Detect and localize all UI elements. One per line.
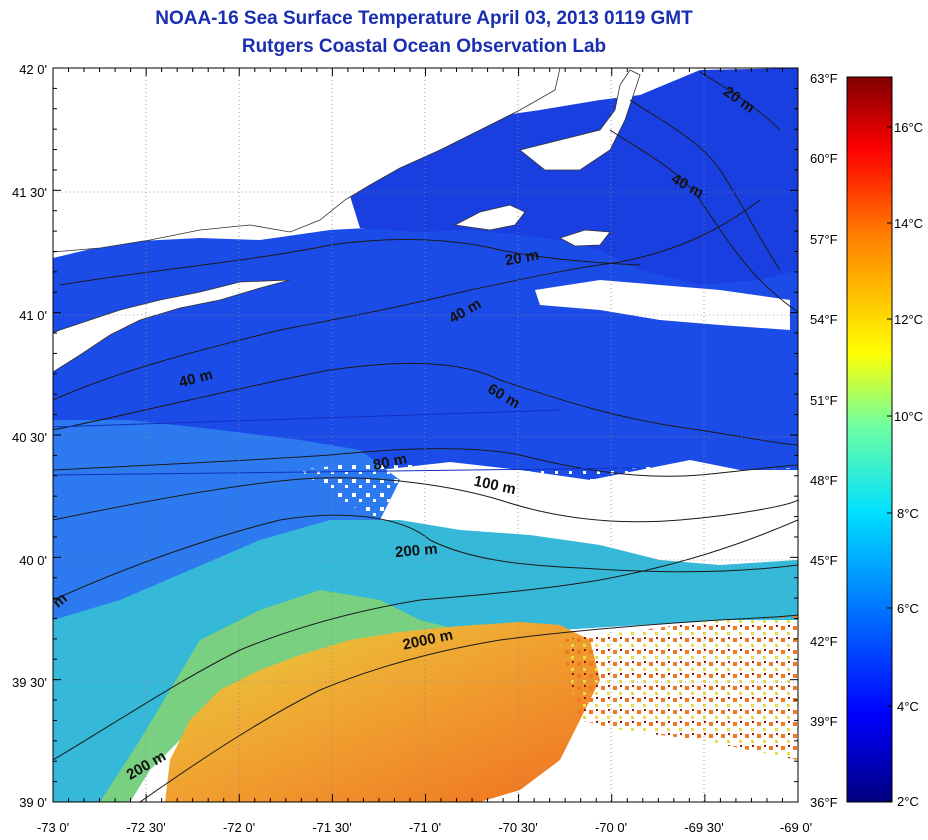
fahrenheit-label: 45°F <box>810 553 838 568</box>
lon-tick-label: -70 0' <box>595 820 627 835</box>
fahrenheit-scale: 36°F 39°F 42°F 45°F 48°F 51°F 54°F 57°F … <box>810 71 838 810</box>
celsius-label: 2°C <box>897 794 919 809</box>
longitude-axis: -73 0' -72 30' -72 0' -71 30' -71 0' -70… <box>37 820 812 835</box>
lon-tick-label: -71 0' <box>409 820 441 835</box>
axis-ticks <box>52 67 799 803</box>
chart-subtitle: Rutgers Coastal Ocean Observation Lab <box>241 36 607 57</box>
lon-tick-label: -69 0' <box>780 820 812 835</box>
fahrenheit-label: 51°F <box>810 393 838 408</box>
lat-tick-label: 40 0' <box>19 553 47 568</box>
colorbar: 2°C 4°C 6°C 8°C 10°C 12°C 14°C 16°C <box>846 76 923 809</box>
coastal-water-north <box>345 68 798 285</box>
fahrenheit-label: 36°F <box>810 795 838 810</box>
celsius-label: 16°C <box>894 120 923 135</box>
fahrenheit-label: 54°F <box>810 312 838 327</box>
lat-tick-label: 41 0' <box>19 308 47 323</box>
lat-tick-label: 39 30' <box>12 675 47 690</box>
isobath-contours <box>53 71 798 802</box>
sst-image: 20 m 40 m 20 m 40 m 40 m 60 m 80 m 100 m… <box>53 68 798 802</box>
transect-lines <box>53 409 641 476</box>
fahrenheit-label: 63°F <box>810 71 838 86</box>
lon-tick-label: -71 30' <box>312 820 351 835</box>
lat-tick-label: 40 30' <box>12 430 47 445</box>
isobath-label-200m-center: 200 m <box>394 541 438 562</box>
isobath-label-20m: 20 m <box>504 247 541 270</box>
celsius-label: 4°C <box>897 699 919 714</box>
isobath-label-80m: 80 m <box>372 450 409 474</box>
lon-tick-label: -73 0' <box>37 820 69 835</box>
land-cape-cod <box>519 69 641 171</box>
lon-tick-label: -70 30' <box>498 820 537 835</box>
lon-tick-label: -72 30' <box>126 820 165 835</box>
celsius-label: 10°C <box>894 409 923 424</box>
fahrenheit-label: 42°F <box>810 634 838 649</box>
cloud-shoals <box>535 280 790 330</box>
lat-tick-label: 42 0' <box>19 62 47 77</box>
celsius-label: 6°C <box>897 601 919 616</box>
celsius-label: 12°C <box>894 312 923 327</box>
fahrenheit-label: 39°F <box>810 714 838 729</box>
land-martha-vineyard <box>453 204 526 231</box>
colorbar-gradient <box>846 76 893 803</box>
land-nantucket <box>558 229 611 247</box>
lon-tick-label: -69 30' <box>684 820 723 835</box>
land-new-england <box>53 68 561 253</box>
chart-title: NOAA-16 Sea Surface Temperature April 03… <box>155 8 693 29</box>
fahrenheit-label: 57°F <box>810 232 838 247</box>
celsius-label: 8°C <box>897 506 919 521</box>
celsius-label: 14°C <box>894 216 923 231</box>
land-long-island <box>53 279 291 373</box>
graticule <box>53 68 798 802</box>
slope-water <box>53 520 798 802</box>
latitude-axis: 39 0' 39 30' 40 0' 40 30' 41 0' 41 30' 4… <box>12 62 47 810</box>
warm-speckle-east <box>560 615 798 760</box>
fahrenheit-label: 60°F <box>810 151 838 166</box>
gulf-stream-warm-water <box>165 622 600 802</box>
lat-tick-label: 41 30' <box>12 185 47 200</box>
colorbar-ticks <box>887 126 892 802</box>
lon-tick-label: -72 0' <box>223 820 255 835</box>
cloud-band-east <box>300 460 798 560</box>
lat-tick-label: 39 0' <box>19 795 47 810</box>
fahrenheit-label: 48°F <box>810 473 838 488</box>
